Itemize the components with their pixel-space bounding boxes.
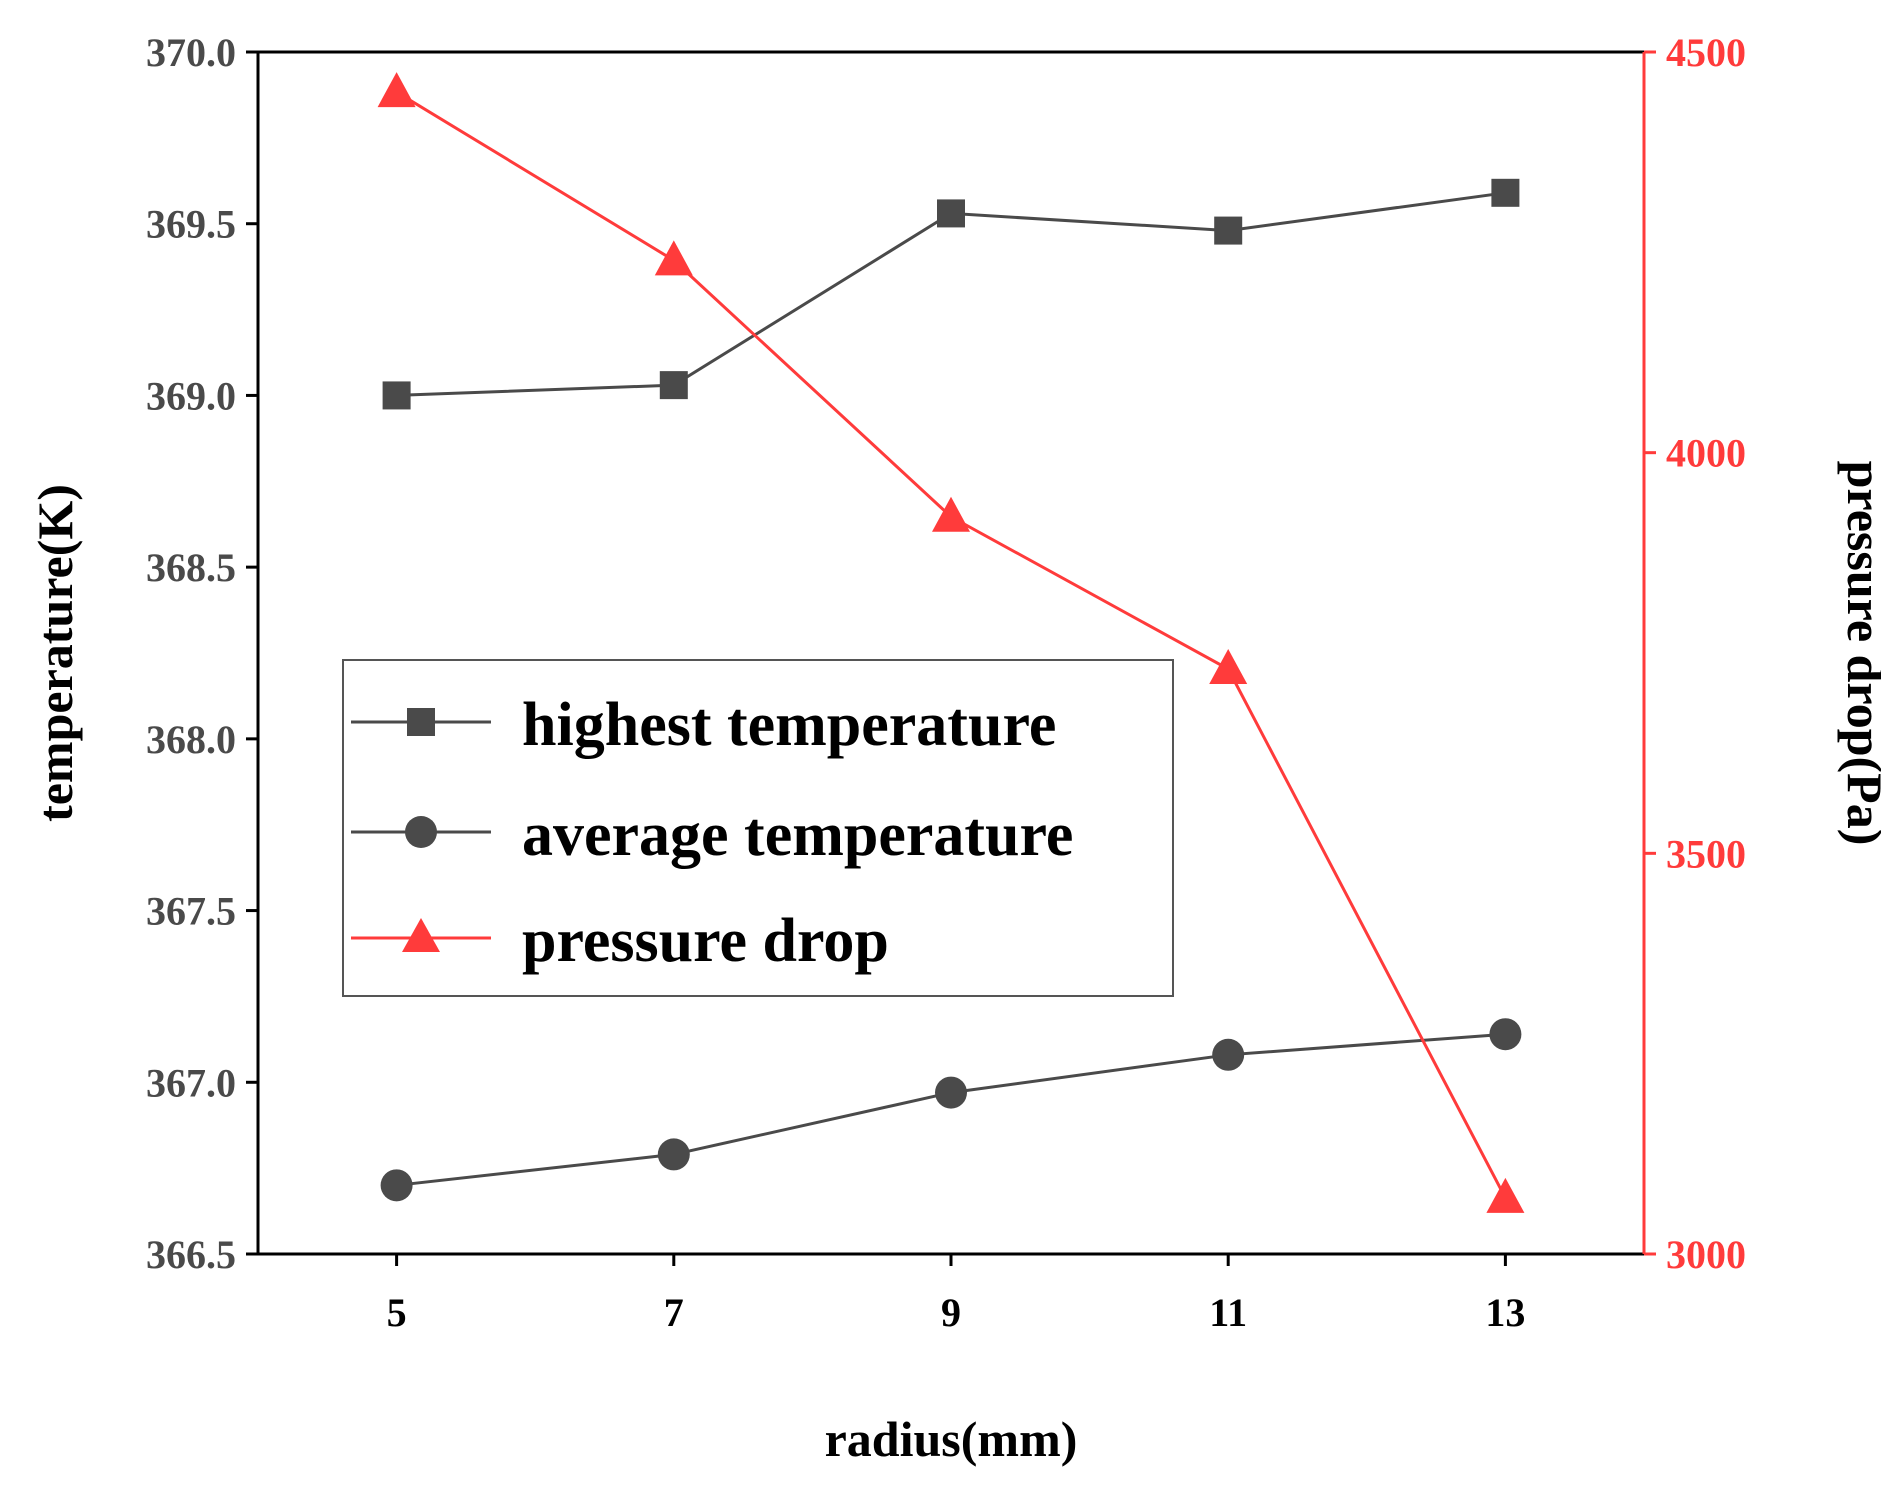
- legend-item-average-temperature: average temperature: [351, 801, 1073, 869]
- circle-marker-icon: [405, 816, 437, 848]
- right-tick-label: 3500: [1666, 831, 1746, 876]
- left-tick-label: 366.5: [146, 1232, 236, 1277]
- series-line-pressure-drop: [395, 90, 1507, 1199]
- data-point-pressure-drop: [932, 496, 970, 532]
- data-point-pressure-drop: [1486, 1177, 1525, 1213]
- x-axis-title: radius(mm): [825, 1411, 1078, 1467]
- left-axis-ticks: 366.5 367.0 367.5 368.0 368.5 369.0 369.5 370.0: [146, 30, 258, 1277]
- legend-item-pressure-drop: pressure drop: [351, 907, 889, 975]
- legend-box: [342, 659, 1174, 997]
- data-point-average-temperature: [657, 1138, 690, 1171]
- x-tick-label: 5: [387, 1290, 407, 1335]
- right-tick-label: 4000: [1666, 431, 1746, 476]
- data-point-highest-temperature: [1491, 178, 1520, 207]
- x-tick-label: 11: [1209, 1290, 1247, 1335]
- data-point-highest-temperature: [382, 381, 411, 410]
- data-point-average-temperature: [1489, 1018, 1522, 1051]
- plot-frame: [256, 50, 1646, 1256]
- legend-label: pressure drop: [522, 907, 889, 975]
- data-point-pressure-drop: [1209, 649, 1248, 685]
- series-line-average-temperature: [396, 1032, 1506, 1187]
- left-tick-label: 367.0: [146, 1060, 236, 1105]
- data-point-highest-temperature: [1214, 216, 1243, 245]
- data-point-average-temperature: [1212, 1038, 1245, 1071]
- data-point-highest-temperature: [659, 371, 688, 400]
- x-axis-ticks: 5 7 9 11 13: [387, 1254, 1525, 1335]
- data-point-pressure-drop: [654, 240, 693, 276]
- legend: highest temperature average temperature …: [342, 659, 1174, 997]
- x-tick-label: 9: [941, 1290, 961, 1335]
- x-tick-label: 7: [664, 1290, 684, 1335]
- left-tick-label: 369.5: [146, 202, 236, 247]
- left-tick-label: 368.0: [146, 717, 236, 762]
- legend-item-highest-temperature: highest temperature: [351, 691, 1056, 759]
- right-axis-ticks: 3000 3500 4000 4500: [1644, 30, 1746, 1277]
- triangle-marker-icon: [402, 918, 440, 952]
- left-tick-label: 368.5: [146, 545, 236, 590]
- right-axis-title: pressure drop(Pa): [1837, 461, 1881, 846]
- right-tick-label: 4500: [1666, 30, 1746, 75]
- legend-label: average temperature: [522, 801, 1073, 869]
- right-tick-label: 3000: [1666, 1232, 1746, 1277]
- square-marker-icon: [407, 708, 435, 736]
- left-tick-label: 367.5: [146, 889, 236, 934]
- data-point-pressure-drop: [377, 72, 416, 108]
- legend-label: highest temperature: [522, 691, 1056, 759]
- data-point-highest-temperature: [937, 199, 965, 228]
- left-tick-label: 370.0: [146, 30, 236, 75]
- data-point-average-temperature: [380, 1169, 413, 1202]
- left-tick-label: 369.0: [146, 373, 236, 418]
- left-axis-title: temperature(K): [27, 484, 83, 822]
- x-tick-label: 13: [1485, 1290, 1525, 1335]
- series-layer: [377, 72, 1525, 1213]
- data-point-average-temperature: [935, 1076, 967, 1109]
